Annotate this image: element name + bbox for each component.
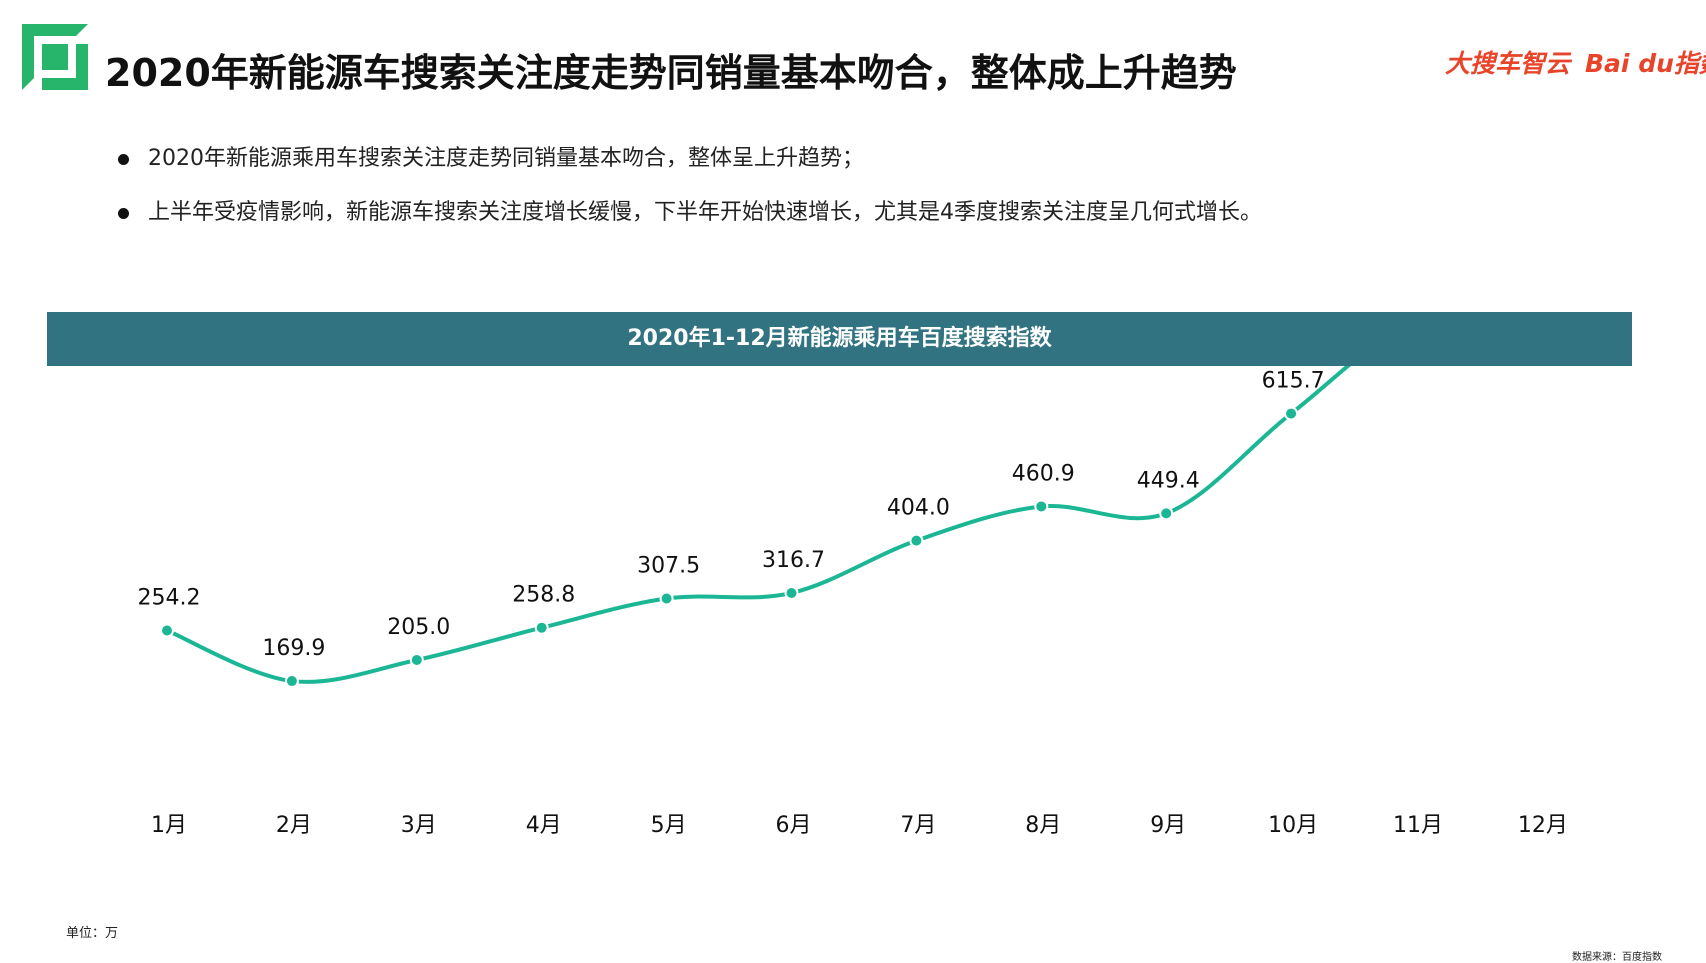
x-tick-label: 9月 <box>1150 813 1186 838</box>
data-label: 254.2 <box>138 585 201 610</box>
autohome-brand-logo: 大搜车智云 <box>1445 49 1571 78</box>
unit-note: 单位：万 <box>66 926 119 941</box>
x-tick-label: 10月 <box>1268 813 1318 838</box>
bullet-text: 2020年新能源乘用车搜索关注度走势同销量基本吻合，整体呈上升趋势； <box>148 146 864 171</box>
data-point <box>160 623 174 638</box>
bullet-text: 上半年受疫情影响，新能源车搜索关注度增长缓慢，下半年开始快速增长，尤其是4季度搜… <box>148 200 1263 225</box>
report-logo <box>22 24 88 90</box>
data-point <box>1159 506 1174 521</box>
page-title: 2020年新能源车搜索关注度走势同销量基本吻合，整体成上升趋势 <box>105 51 1237 95</box>
data-point <box>784 585 799 600</box>
baidu-index-logo: Bai du指数 <box>1585 49 1706 78</box>
data-label: 205.0 <box>387 615 450 640</box>
data-label: 460.9 <box>1012 461 1075 486</box>
data-label: 258.8 <box>512 583 575 608</box>
data-label: 169.9 <box>262 636 325 661</box>
data-label: 307.5 <box>637 554 700 579</box>
x-tick-label: 8月 <box>1025 813 1061 838</box>
data-label: 449.4 <box>1137 468 1200 493</box>
data-label: 615.7 <box>1262 369 1325 394</box>
x-tick-label: 1月 <box>151 813 187 838</box>
data-point <box>659 591 674 606</box>
x-tick-label: 3月 <box>401 813 437 838</box>
source-note: 数据来源：百度指数 <box>1572 952 1662 963</box>
bullet-item: 上半年受疫情影响，新能源车搜索关注度增长缓慢，下半年开始快速增长，尤其是4季度搜… <box>118 196 1262 250</box>
x-tick-label: 2月 <box>276 813 312 838</box>
data-point <box>284 674 299 689</box>
data-label: 316.7 <box>762 548 825 573</box>
x-tick-label: 7月 <box>900 813 936 838</box>
x-tick-label: 6月 <box>776 813 812 838</box>
data-point <box>1034 499 1049 514</box>
bullet-dot-icon <box>118 154 129 165</box>
x-tick-label: 5月 <box>651 813 687 838</box>
x-tick-label: 12月 <box>1518 813 1568 838</box>
data-point <box>909 533 924 548</box>
search-index-line-chart: 254.2 1月 169.9 2月 205.0 3月 258.8 4月 307.5 5月 316.7… <box>138 366 1568 838</box>
bullet-item: 2020年新能源乘用车搜索关注度走势同销量基本吻合，整体呈上升趋势； <box>118 142 1262 196</box>
data-point <box>534 620 549 635</box>
x-tick-label: 11月 <box>1393 813 1443 838</box>
data-point <box>409 653 424 667</box>
data-point <box>1284 406 1299 421</box>
chart-title: 2020年1-12月新能源乘用车百度搜索指数 <box>47 312 1632 366</box>
summary-bullets: 2020年新能源乘用车搜索关注度走势同销量基本吻合，整体呈上升趋势； 上半年受疫… <box>118 142 1262 250</box>
data-label: 404.0 <box>887 496 950 521</box>
bullet-dot-icon <box>118 208 129 219</box>
x-tick-label: 4月 <box>526 813 562 838</box>
series-line <box>165 366 1351 684</box>
